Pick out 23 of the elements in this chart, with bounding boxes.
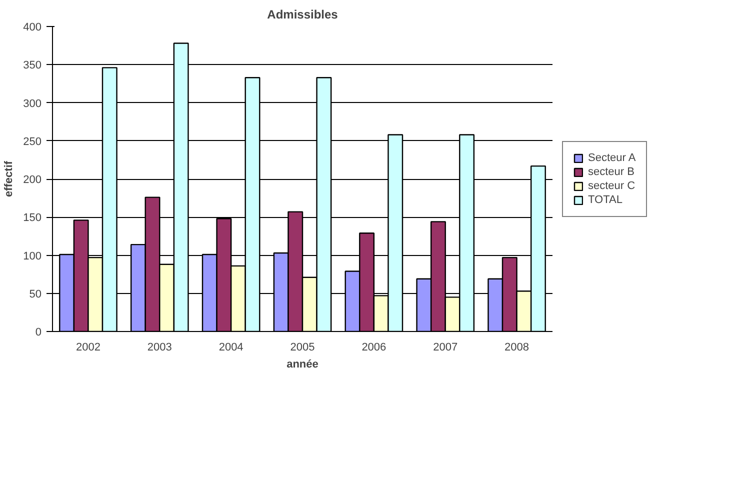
y-tick-label: 200 (23, 174, 42, 186)
x-axis-title: année (286, 358, 318, 370)
x-tick-label: 2005 (290, 342, 315, 354)
x-tick-label: 2002 (76, 342, 100, 354)
y-tick-label: 300 (23, 98, 42, 110)
chart-title: Admissibles (267, 8, 338, 22)
y-tick-label: 50 (29, 288, 42, 300)
x-tick-label: 2003 (147, 342, 172, 354)
y-tick-label: 250 (23, 136, 42, 148)
y-tick-label: 100 (23, 250, 42, 262)
x-tick-label: 2008 (504, 342, 530, 354)
y-axis-title: effectif (3, 160, 16, 198)
legend-label: Secteur A (588, 152, 636, 164)
x-tick-label: 2007 (433, 342, 458, 354)
y-tick-label: 0 (35, 326, 42, 338)
y-tick-label: 350 (23, 60, 42, 72)
legend-label: secteur B (588, 166, 634, 178)
x-tick-label: 2004 (218, 342, 244, 354)
y-tick-label: 150 (23, 212, 42, 224)
legend-label: TOTAL (588, 194, 622, 206)
y-tick-label: 400 (23, 22, 42, 34)
x-tick-label: 2006 (362, 342, 386, 354)
legend-label: secteur C (588, 180, 636, 192)
